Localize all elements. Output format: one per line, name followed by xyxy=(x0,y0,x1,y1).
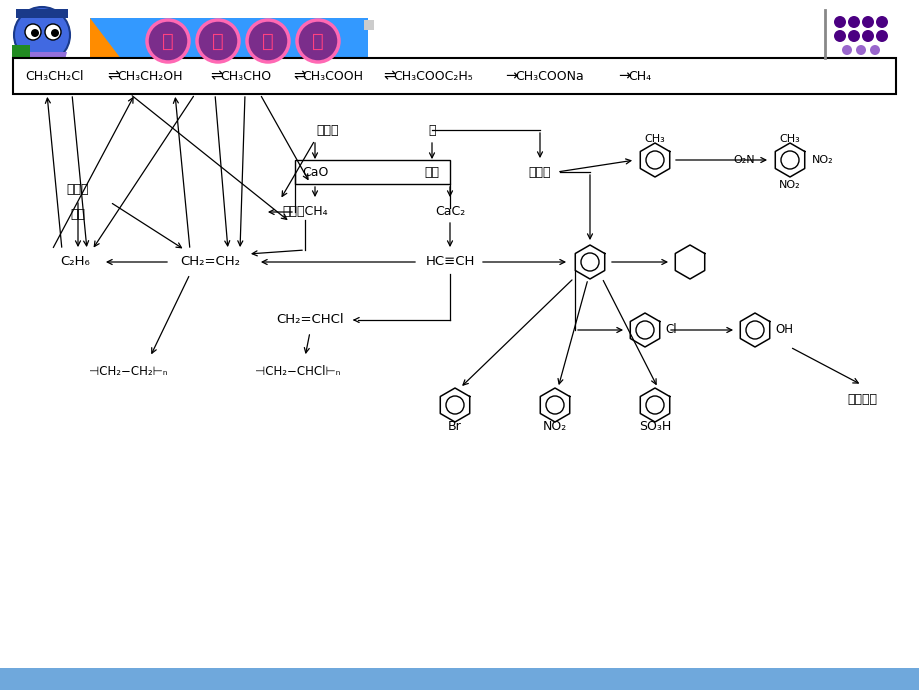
Polygon shape xyxy=(12,45,30,60)
Text: NO₂: NO₂ xyxy=(778,180,800,190)
Circle shape xyxy=(875,30,887,42)
Text: 煤焦油: 煤焦油 xyxy=(528,166,550,179)
Text: 天然气CH₄: 天然气CH₄ xyxy=(282,206,327,219)
Bar xyxy=(364,20,374,30)
Text: CH₄: CH₄ xyxy=(628,70,651,83)
Bar xyxy=(0,0,919,72)
Text: NO₂: NO₂ xyxy=(542,420,566,433)
Text: 煤: 煤 xyxy=(427,124,436,137)
Circle shape xyxy=(197,20,239,62)
Text: OH: OH xyxy=(774,324,792,337)
Text: CH₃CH₂OH: CH₃CH₂OH xyxy=(117,70,182,83)
Polygon shape xyxy=(17,52,67,72)
Circle shape xyxy=(31,29,39,37)
Text: CH₂=CHCl: CH₂=CHCl xyxy=(276,313,344,326)
Circle shape xyxy=(25,24,41,40)
Text: 石灰石: 石灰石 xyxy=(316,124,339,137)
Text: CH₃: CH₃ xyxy=(644,134,664,144)
Text: 石油气: 石油气 xyxy=(67,184,89,197)
Circle shape xyxy=(855,45,865,55)
Text: CaO: CaO xyxy=(301,166,328,179)
Circle shape xyxy=(869,45,879,55)
Circle shape xyxy=(841,45,851,55)
Text: NO₂: NO₂ xyxy=(811,155,833,165)
Circle shape xyxy=(45,24,61,40)
Circle shape xyxy=(847,30,859,42)
Text: O₂N: O₂N xyxy=(732,155,754,165)
Text: 酚醛树脂: 酚醛树脂 xyxy=(846,393,876,406)
Text: ⊣CH₂−CH₂⊢ₙ: ⊣CH₂−CH₂⊢ₙ xyxy=(88,366,167,379)
Circle shape xyxy=(875,16,887,28)
Bar xyxy=(0,668,919,690)
Text: →: → xyxy=(618,68,630,83)
Text: 归: 归 xyxy=(262,32,274,50)
Text: CH₃COOC₂H₅: CH₃COOC₂H₅ xyxy=(392,70,472,83)
Text: CH₃: CH₃ xyxy=(778,134,800,144)
Text: CH₃COONa: CH₃COONa xyxy=(515,70,584,83)
Circle shape xyxy=(246,20,289,62)
Text: 识: 识 xyxy=(212,32,223,50)
Text: Br: Br xyxy=(448,420,461,433)
Text: CH₂=CH₂: CH₂=CH₂ xyxy=(180,255,240,268)
Text: ⇌: ⇌ xyxy=(292,68,305,83)
Text: 焦炭: 焦炭 xyxy=(424,166,439,179)
Text: →: → xyxy=(505,68,516,83)
Text: ⊣CH₂−CHCl⊢ₙ: ⊣CH₂−CHCl⊢ₙ xyxy=(255,366,340,379)
Text: CH₃CHO: CH₃CHO xyxy=(220,70,271,83)
Text: CH₃CH₂Cl: CH₃CH₂Cl xyxy=(25,70,84,83)
Circle shape xyxy=(51,29,59,37)
Bar xyxy=(13,58,895,94)
Text: ⇌: ⇌ xyxy=(107,68,119,83)
Text: HC≡CH: HC≡CH xyxy=(425,255,474,268)
Text: SO₃H: SO₃H xyxy=(638,420,670,433)
Text: C₂H₆: C₂H₆ xyxy=(60,255,90,268)
Circle shape xyxy=(861,30,873,42)
Circle shape xyxy=(14,7,70,63)
Text: CaC₂: CaC₂ xyxy=(435,206,465,219)
Bar xyxy=(16,9,68,18)
Text: 石油: 石油 xyxy=(71,208,85,221)
Circle shape xyxy=(834,16,845,28)
Bar xyxy=(295,160,449,184)
Text: 纳: 纳 xyxy=(312,32,323,50)
Text: ⇌: ⇌ xyxy=(382,68,395,83)
Circle shape xyxy=(834,30,845,42)
Text: CH₃COOH: CH₃COOH xyxy=(301,70,363,83)
Text: 知: 知 xyxy=(162,32,174,50)
Polygon shape xyxy=(90,18,368,68)
Circle shape xyxy=(147,20,188,62)
Circle shape xyxy=(861,16,873,28)
Text: Cl: Cl xyxy=(664,324,675,337)
Circle shape xyxy=(847,16,859,28)
Text: ⇌: ⇌ xyxy=(210,68,222,83)
Polygon shape xyxy=(90,18,128,68)
Circle shape xyxy=(297,20,338,62)
